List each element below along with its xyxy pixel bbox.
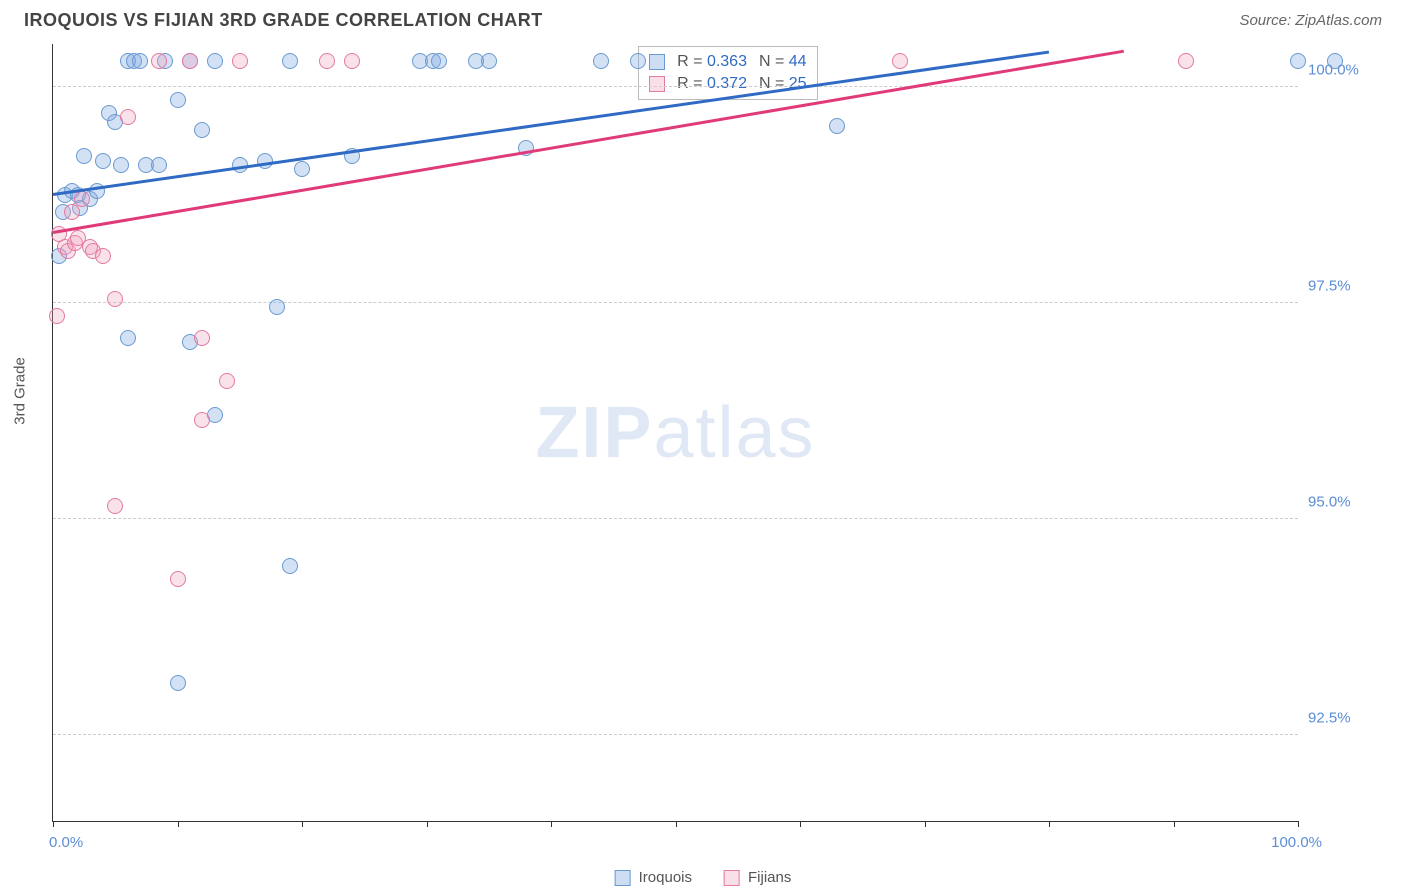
legend-item-fijians: Fijians: [724, 869, 791, 886]
data-point-iroquois: [630, 53, 646, 69]
stats-box: R = 0.363 N = 44 R = 0.372 N = 25: [638, 46, 817, 100]
data-point-fijians: [194, 412, 210, 428]
data-point-iroquois: [113, 157, 129, 173]
data-point-iroquois: [269, 299, 285, 315]
gridline: [53, 302, 1298, 303]
legend: Iroquois Fijians: [615, 869, 792, 886]
data-point-fijians: [1178, 53, 1194, 69]
stats-row-fijians: R = 0.372 N = 25: [649, 73, 806, 95]
data-point-iroquois: [170, 92, 186, 108]
data-point-iroquois: [207, 53, 223, 69]
stats-row-iroquois: R = 0.363 N = 44: [649, 51, 806, 73]
x-tick-mark: [53, 821, 54, 827]
data-point-iroquois: [76, 148, 92, 164]
data-point-iroquois: [194, 122, 210, 138]
data-point-fijians: [892, 53, 908, 69]
data-point-fijians: [95, 248, 111, 264]
x-tick-mark: [1174, 821, 1175, 827]
x-tick-mark: [800, 821, 801, 827]
legend-label-iroquois: Iroquois: [639, 869, 692, 886]
x-axis-max-label: 100.0%: [1271, 834, 1322, 851]
data-point-iroquois: [282, 53, 298, 69]
data-point-iroquois: [481, 53, 497, 69]
data-point-iroquois: [294, 161, 310, 177]
y-axis-label: 3rd Grade: [12, 357, 29, 425]
source-label: Source: ZipAtlas.com: [1239, 12, 1382, 29]
data-point-iroquois: [95, 153, 111, 169]
chart-container: 3rd Grade ZIPatlas R = 0.363 N = 44 R = …: [12, 44, 1388, 856]
data-point-fijians: [107, 498, 123, 514]
gridline: [53, 518, 1298, 519]
trendline-fijians: [53, 50, 1124, 234]
y-tick-label: 100.0%: [1308, 62, 1378, 79]
data-point-iroquois: [132, 53, 148, 69]
data-point-fijians: [182, 53, 198, 69]
data-point-iroquois: [120, 330, 136, 346]
chart-title: IROQUOIS VS FIJIAN 3RD GRADE CORRELATION…: [24, 10, 543, 31]
data-point-fijians: [107, 291, 123, 307]
y-tick-label: 92.5%: [1308, 709, 1378, 726]
data-point-fijians: [74, 191, 90, 207]
data-point-fijians: [120, 109, 136, 125]
data-point-iroquois: [1327, 53, 1343, 69]
data-point-iroquois: [1290, 53, 1306, 69]
legend-label-fijians: Fijians: [748, 869, 791, 886]
data-point-fijians: [49, 308, 65, 324]
x-tick-mark: [676, 821, 677, 827]
legend-swatch-iroquois: [615, 870, 631, 886]
plot-area: ZIPatlas R = 0.363 N = 44 R = 0.372 N = …: [52, 44, 1298, 822]
data-point-fijians: [219, 373, 235, 389]
data-point-fijians: [344, 53, 360, 69]
data-point-fijians: [232, 53, 248, 69]
data-point-iroquois: [170, 675, 186, 691]
watermark: ZIPatlas: [535, 392, 815, 474]
legend-item-iroquois: Iroquois: [615, 869, 692, 886]
y-tick-label: 95.0%: [1308, 493, 1378, 510]
x-tick-mark: [427, 821, 428, 827]
x-tick-mark: [302, 821, 303, 827]
gridline: [53, 734, 1298, 735]
data-point-fijians: [151, 53, 167, 69]
data-point-iroquois: [257, 153, 273, 169]
data-point-fijians: [64, 204, 80, 220]
data-point-fijians: [170, 571, 186, 587]
swatch-iroquois: [649, 54, 665, 70]
swatch-fijians: [649, 76, 665, 92]
legend-swatch-fijians: [724, 870, 740, 886]
y-tick-label: 97.5%: [1308, 278, 1378, 295]
data-point-fijians: [194, 330, 210, 346]
data-point-fijians: [319, 53, 335, 69]
data-point-iroquois: [282, 558, 298, 574]
x-tick-mark: [1049, 821, 1050, 827]
data-point-iroquois: [829, 118, 845, 134]
data-point-iroquois: [151, 157, 167, 173]
x-axis-min-label: 0.0%: [49, 834, 83, 851]
x-tick-mark: [551, 821, 552, 827]
gridline: [53, 86, 1298, 87]
data-point-iroquois: [593, 53, 609, 69]
x-tick-mark: [1298, 821, 1299, 827]
data-point-iroquois: [431, 53, 447, 69]
x-tick-mark: [178, 821, 179, 827]
x-tick-mark: [925, 821, 926, 827]
